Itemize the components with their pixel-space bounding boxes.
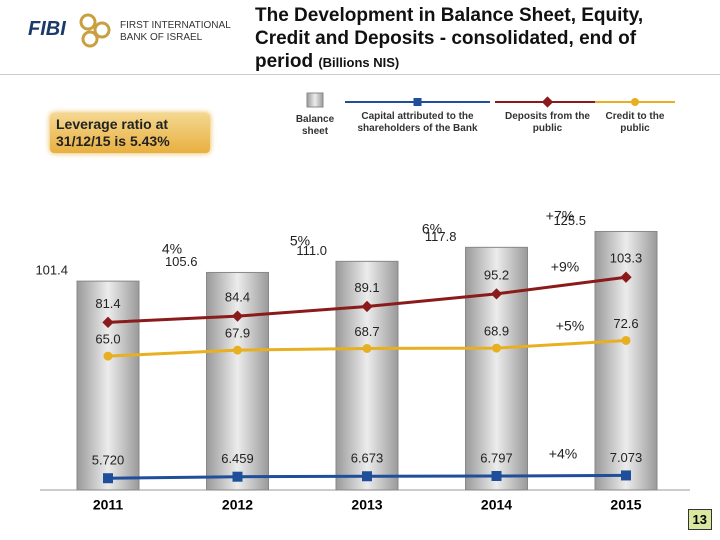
value-label: 125.5 bbox=[553, 213, 586, 228]
leverage-note: Leverage ratio at 31/12/15 is 5.43% bbox=[50, 113, 210, 153]
value-label: 89.1 bbox=[354, 280, 379, 295]
bar bbox=[465, 246, 528, 491]
bar bbox=[76, 280, 140, 491]
value-label: 65.0 bbox=[95, 332, 120, 347]
bar bbox=[594, 230, 658, 491]
value-label: 95.2 bbox=[484, 267, 509, 282]
legend-marker bbox=[413, 98, 422, 106]
x-tick-label: 2013 bbox=[351, 497, 382, 513]
legend-swatch bbox=[306, 92, 324, 108]
value-label: 6.797 bbox=[480, 450, 513, 465]
logo-icon bbox=[79, 13, 111, 48]
bar bbox=[206, 271, 269, 491]
legend-label: Balance sheet bbox=[295, 114, 335, 137]
value-label: 68.9 bbox=[484, 324, 509, 339]
value-label: 105.6 bbox=[165, 254, 198, 269]
value-label: 67.9 bbox=[225, 326, 250, 341]
value-label: 7.073 bbox=[610, 450, 643, 465]
value-label: 103.3 bbox=[610, 251, 643, 266]
marker bbox=[362, 343, 372, 353]
value-label: 68.7 bbox=[354, 324, 379, 339]
x-tick-label: 2011 bbox=[93, 497, 124, 513]
x-tick-label: 2012 bbox=[222, 497, 253, 513]
bank-name: FIRST INTERNATIONAL BANK OF ISRAEL bbox=[120, 20, 231, 43]
chart-subtitle: (Billions NIS) bbox=[318, 55, 400, 70]
growth-annotation: +4% bbox=[549, 446, 577, 462]
legend-label: Credit to the public bbox=[605, 111, 665, 134]
growth-annotation: 4% bbox=[162, 241, 182, 257]
page-number: 13 bbox=[687, 509, 712, 530]
marker bbox=[361, 300, 373, 313]
growth-annotation: 5% bbox=[290, 233, 310, 249]
growth-annotation: 6% bbox=[422, 221, 442, 237]
legend-marker bbox=[541, 96, 554, 108]
bar bbox=[335, 260, 399, 491]
value-label: 72.6 bbox=[613, 316, 638, 331]
growth-annotation: +9% bbox=[551, 259, 579, 275]
value-label: 81.4 bbox=[95, 296, 120, 311]
header-rule bbox=[0, 74, 720, 75]
x-tick-label: 2015 bbox=[610, 497, 641, 513]
marker bbox=[492, 343, 501, 353]
marker bbox=[233, 345, 242, 355]
marker bbox=[362, 471, 372, 482]
legend-label: Deposits from the public bbox=[504, 111, 590, 134]
chart-title: The Development in Balance Sheet, Equity… bbox=[255, 5, 644, 72]
marker bbox=[103, 351, 113, 361]
logo-mark: FIBI bbox=[28, 18, 66, 40]
marker bbox=[490, 288, 503, 300]
title-block: The Development in Balance Sheet, Equity… bbox=[255, 4, 675, 74]
marker bbox=[103, 473, 113, 484]
value-label: 111.0 bbox=[296, 243, 327, 258]
growth-annotation: +5% bbox=[556, 318, 584, 334]
growth-annotation: +7% bbox=[546, 208, 574, 224]
value-label: 6.673 bbox=[351, 451, 384, 466]
legend-label: Capital attributed to the shareholders o… bbox=[357, 111, 478, 134]
marker bbox=[620, 271, 632, 283]
value-label: 117.8 bbox=[425, 229, 457, 244]
value-label: 101.4 bbox=[35, 263, 68, 278]
marker bbox=[621, 335, 631, 345]
value-label: 6.459 bbox=[221, 451, 254, 466]
marker bbox=[231, 310, 244, 322]
x-tick-label: 2014 bbox=[481, 497, 512, 513]
marker bbox=[491, 470, 502, 481]
value-label: 84.4 bbox=[225, 290, 250, 305]
legend-marker bbox=[631, 98, 639, 106]
marker bbox=[232, 471, 243, 482]
marker bbox=[621, 470, 631, 481]
value-label: 5.720 bbox=[92, 453, 125, 468]
